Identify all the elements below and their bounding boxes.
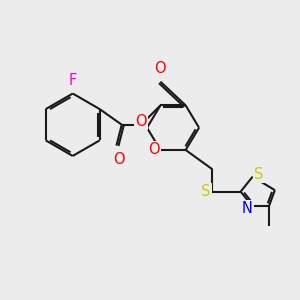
Text: O: O — [135, 114, 147, 129]
Text: O: O — [148, 142, 160, 158]
Text: S: S — [254, 167, 264, 182]
Text: S: S — [201, 184, 211, 199]
Text: F: F — [69, 73, 77, 88]
Text: O: O — [154, 61, 166, 76]
Text: N: N — [242, 201, 253, 216]
Text: O: O — [113, 152, 124, 167]
